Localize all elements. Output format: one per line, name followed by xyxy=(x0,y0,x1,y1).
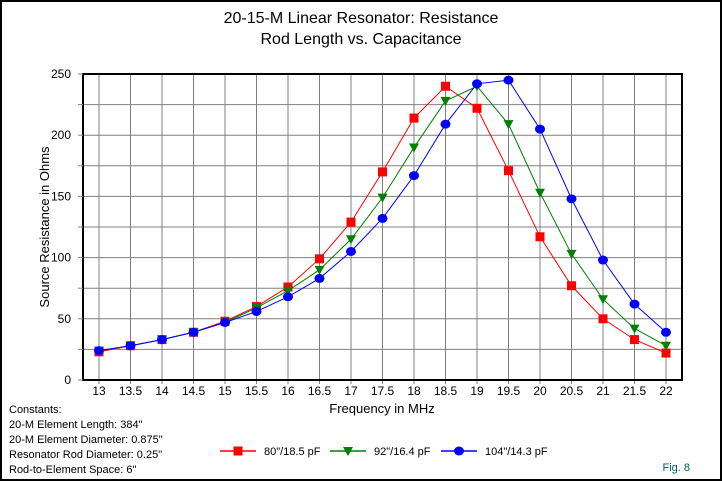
data-point-circle xyxy=(566,194,577,204)
x-axis-title: Frequency in MHz xyxy=(329,401,434,416)
data-point-circle xyxy=(598,255,608,265)
y-axis-title: Source Resistance in Ohms xyxy=(37,146,52,308)
data-point-square xyxy=(472,103,482,113)
data-point-triangle xyxy=(598,295,608,305)
x-tick-label: 14 xyxy=(155,384,169,398)
constants-heading: Constants: xyxy=(9,404,62,416)
data-point-triangle xyxy=(661,341,671,351)
chart-title: 20-15-M Linear Resonator: Resistance xyxy=(224,10,499,27)
y-tick-label: 100 xyxy=(51,251,71,265)
x-tick-label: 19.5 xyxy=(497,384,521,398)
data-point-circle xyxy=(629,299,640,309)
legend-item: 80"/18.5 pF xyxy=(220,446,321,458)
data-point-square xyxy=(378,167,387,177)
legend-label: 104"/14.3 pF xyxy=(485,446,548,458)
data-point-circle xyxy=(94,346,104,356)
y-tick-label: 50 xyxy=(58,312,72,326)
y-tick-label: 0 xyxy=(64,373,71,387)
data-point-square xyxy=(409,113,419,123)
data-point-square xyxy=(630,335,639,345)
data-point-square xyxy=(504,166,513,176)
data-point-square xyxy=(315,254,324,264)
data-point-circle xyxy=(454,446,464,456)
legend: 80"/18.5 pF 92"/16.4 pF 104"/14.3 pF xyxy=(220,446,548,458)
data-point-square xyxy=(661,348,671,358)
data-point-triangle xyxy=(314,265,325,275)
legend-item: 104"/14.3 pF xyxy=(441,446,548,458)
data-point-square xyxy=(346,217,356,227)
x-tick-label: 13 xyxy=(92,384,106,398)
figure-label: Fig. 8 xyxy=(662,462,690,474)
x-tick-label: 15.5 xyxy=(245,384,269,398)
data-point-triangle xyxy=(535,188,545,198)
constant-line: Resonator Rod Diameter: 0.25" xyxy=(9,449,163,461)
data-point-square xyxy=(567,281,576,291)
constant-line: Rod-to-Element Space: 6" xyxy=(9,464,137,476)
x-tick-label: 20 xyxy=(533,384,547,398)
x-tick-label: 17 xyxy=(344,384,358,398)
data-point-triangle xyxy=(283,286,293,296)
x-tick-label: 19 xyxy=(470,384,484,398)
data-point-circle xyxy=(251,306,262,316)
x-tick-label: 22 xyxy=(659,384,673,398)
data-point-triangle xyxy=(503,120,514,130)
x-axis-ticks: 13 13.5 14 14.5 15 15.5 16 16.5 17 17.5 18 18.5 19 19… xyxy=(92,384,673,398)
data-point-circle xyxy=(409,171,419,181)
x-tick-label: 13.5 xyxy=(119,384,143,398)
series-3 xyxy=(94,75,671,356)
data-point-square xyxy=(441,81,450,91)
data-point-triangle xyxy=(629,324,640,334)
y-tick-label: 200 xyxy=(51,128,71,142)
legend-label: 80"/18.5 pF xyxy=(264,446,321,458)
data-point-triangle xyxy=(346,235,356,245)
data-point-circle xyxy=(440,119,451,129)
data-point-triangle xyxy=(566,249,577,259)
x-tick-label: 15 xyxy=(218,384,232,398)
constant-line: 20-M Element Diameter: 0.875" xyxy=(9,434,163,446)
x-tick-label: 20.5 xyxy=(560,384,584,398)
legend-item: 92"/16.4 pF xyxy=(330,446,431,458)
constant-line: 20-M Element Length: 384" xyxy=(9,419,143,431)
y-tick-label: 250 xyxy=(51,67,71,81)
data-point-triangle xyxy=(409,143,419,153)
x-tick-label: 21.5 xyxy=(623,384,647,398)
data-point-square xyxy=(598,314,608,324)
x-tick-label: 16.5 xyxy=(308,384,332,398)
x-tick-label: 21 xyxy=(596,384,610,398)
x-tick-label: 16 xyxy=(281,384,295,398)
data-point-circle xyxy=(503,75,514,85)
y-tick-label: 150 xyxy=(51,189,71,203)
data-point-circle xyxy=(377,213,388,223)
data-point-triangle xyxy=(377,193,388,203)
chart-subtitle: Rod Length vs. Capacitance xyxy=(260,31,461,48)
x-tick-label: 18.5 xyxy=(434,384,458,398)
data-point-circle xyxy=(472,79,482,89)
x-tick-label: 17.5 xyxy=(371,384,395,398)
data-point-circle xyxy=(125,341,136,351)
data-point-circle xyxy=(535,124,545,134)
y-axis-ticks: 0 50 100 150 200 250 xyxy=(51,67,83,387)
data-point-triangle xyxy=(343,447,353,456)
x-tick-label: 14.5 xyxy=(182,384,206,398)
x-tick-label: 18 xyxy=(407,384,421,398)
legend-label: 92"/16.4 pF xyxy=(374,446,431,458)
data-point-circle xyxy=(661,327,671,337)
data-point-square xyxy=(535,232,545,242)
data-point-circle xyxy=(314,273,325,283)
data-point-circle xyxy=(188,327,199,337)
data-point-circle xyxy=(346,246,356,256)
data-point-circle xyxy=(157,335,167,345)
data-point-square xyxy=(233,446,243,456)
data-point-circle xyxy=(283,292,293,302)
series-group xyxy=(94,75,671,358)
data-point-circle xyxy=(220,317,230,327)
data-point-triangle xyxy=(440,96,451,106)
